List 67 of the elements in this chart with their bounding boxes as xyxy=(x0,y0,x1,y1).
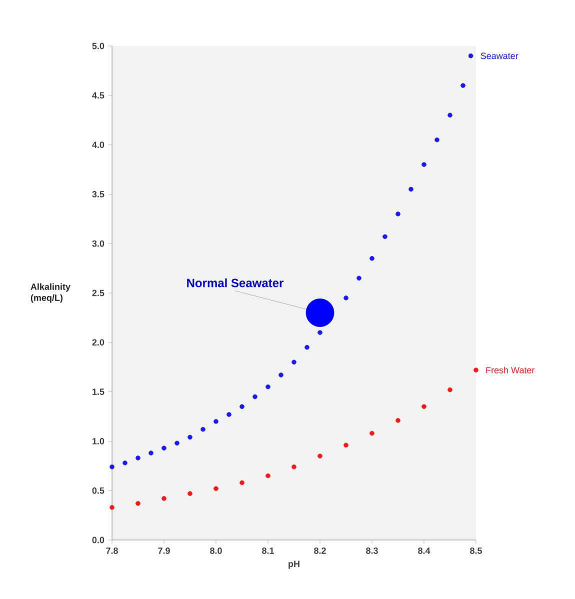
point xyxy=(356,276,362,281)
point xyxy=(162,496,166,501)
point xyxy=(318,454,322,458)
y-tick-label: 0.0 xyxy=(92,536,104,544)
point xyxy=(448,112,452,118)
x-tick-label: 8.3 xyxy=(366,548,378,554)
y-tick-label: 4.0 xyxy=(92,142,104,148)
point xyxy=(448,387,452,392)
series-label: Seawater xyxy=(480,52,518,60)
point xyxy=(110,505,114,510)
x-tick-label: 7.8 xyxy=(106,548,118,554)
point xyxy=(344,296,348,300)
point xyxy=(292,464,296,470)
point xyxy=(344,442,348,448)
x-tick-label: 8.2 xyxy=(314,548,326,554)
point xyxy=(110,464,114,470)
y-tick-label: 4.5 xyxy=(92,92,104,99)
x-tick-label: 8.5 xyxy=(470,548,482,554)
point xyxy=(422,162,426,167)
y-axis-title: Alkalinity (meq/L) xyxy=(30,283,70,303)
point xyxy=(252,394,258,400)
point xyxy=(408,186,414,192)
point xyxy=(434,137,440,142)
point xyxy=(382,234,388,240)
point xyxy=(188,434,192,440)
y-tick-label: 1.5 xyxy=(92,388,104,395)
point xyxy=(214,486,218,492)
point xyxy=(136,501,140,506)
point xyxy=(226,412,232,417)
x-tick-label: 8.4 xyxy=(418,548,430,554)
point xyxy=(162,446,166,451)
point xyxy=(188,491,192,496)
x-tick-label: 7.9 xyxy=(158,548,170,554)
point xyxy=(174,440,180,446)
point xyxy=(460,83,466,88)
y-tick-label: 1.0 xyxy=(92,438,104,444)
point xyxy=(278,372,284,378)
point xyxy=(122,460,128,466)
annotation: Normal Seawater xyxy=(187,278,284,288)
point xyxy=(240,404,244,410)
series-label: Fresh Water xyxy=(486,366,535,374)
point xyxy=(266,473,270,478)
y-tick-label: 5.0 xyxy=(92,42,104,50)
y-tick-label: 2.0 xyxy=(92,339,104,346)
point xyxy=(370,256,374,261)
x-tick-label: 8.0 xyxy=(210,548,222,554)
point xyxy=(396,418,400,423)
point xyxy=(240,480,244,486)
point xyxy=(292,360,296,365)
x-tick-label: 8.1 xyxy=(262,548,274,554)
point xyxy=(214,419,218,424)
point xyxy=(422,404,426,410)
point xyxy=(148,450,154,456)
point xyxy=(370,430,374,436)
point xyxy=(474,368,478,372)
y-tick-label: 3.0 xyxy=(92,240,104,247)
x-axis-title: pH xyxy=(288,560,300,569)
y-tick-label: 2.5 xyxy=(92,290,104,296)
point xyxy=(318,330,322,335)
y-tick-label: 0.5 xyxy=(92,487,104,494)
y-tick-label: 3.5 xyxy=(92,191,104,198)
point xyxy=(266,384,270,390)
point xyxy=(304,344,310,350)
point xyxy=(200,426,206,432)
point xyxy=(468,53,474,58)
point xyxy=(396,212,400,216)
point xyxy=(136,456,140,460)
